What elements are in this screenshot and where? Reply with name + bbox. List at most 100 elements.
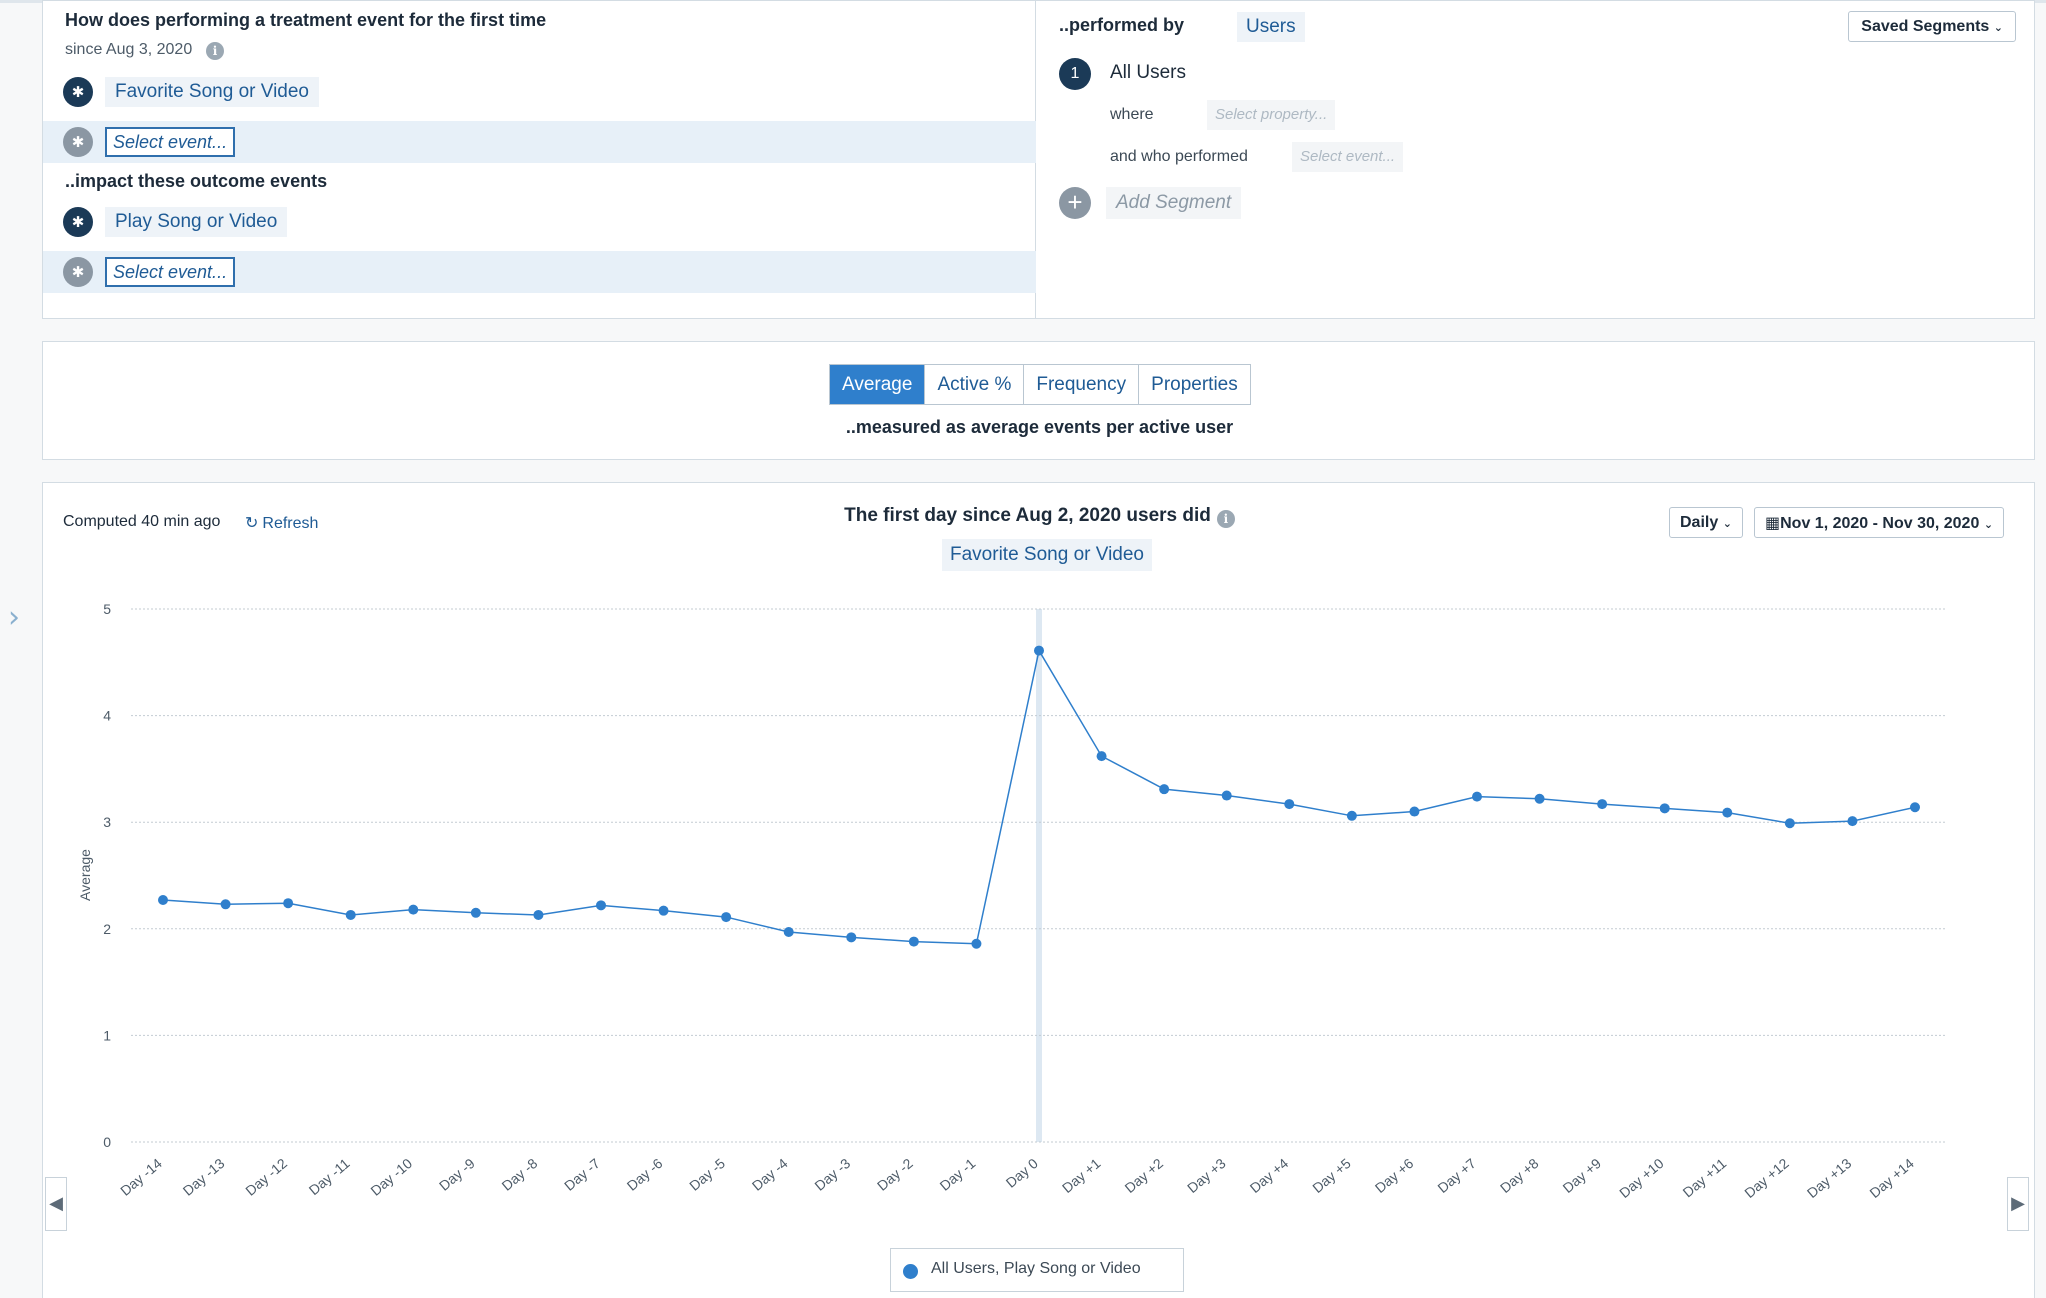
interval-label: Daily [1680, 514, 1719, 531]
expand-sidebar-icon[interactable]: › [8, 600, 20, 635]
users-selector[interactable]: Users [1237, 12, 1305, 42]
data-point [1409, 806, 1420, 817]
data-point [1096, 751, 1107, 762]
data-point [1784, 818, 1795, 829]
date-range-picker[interactable]: ▦Nov 1, 2020 - Nov 30, 2020 ⌄ [1754, 507, 2005, 538]
x-tick-label: Day +9 [1560, 1155, 1605, 1196]
refresh-button[interactable]: ↻ Refresh [245, 513, 318, 533]
refresh-icon: ↻ [245, 513, 259, 532]
events-column: How does performing a treatment event fo… [43, 1, 1036, 318]
scroll-right-button[interactable]: ▶ [2007, 1177, 2029, 1231]
saved-segments-button[interactable]: Saved Segments ⌄ [1848, 11, 2016, 42]
outcome-select-row: ✱ Select event... [43, 251, 1036, 293]
x-tick-label: Day +6 [1372, 1155, 1417, 1196]
since-date: since Aug 3, 2020 [65, 41, 193, 58]
day-zero-highlight [1036, 609, 1042, 1142]
tab-active-percent[interactable]: Active % [925, 365, 1025, 404]
x-tick-label: Day -10 [367, 1155, 415, 1199]
segment-name[interactable]: All Users [1110, 62, 1187, 83]
x-tick-label: Day +4 [1247, 1155, 1292, 1196]
x-tick-label: Day 0 [1003, 1155, 1041, 1191]
x-tick-label: Day +1 [1059, 1155, 1104, 1196]
data-point [658, 905, 669, 916]
chevron-down-icon: ⌄ [1722, 517, 1732, 530]
x-tick-label: Day -4 [749, 1155, 791, 1194]
asterisk-icon: ✱ [63, 257, 93, 287]
info-icon[interactable]: i [1216, 510, 1235, 528]
x-tick-label: Day +11 [1679, 1155, 1729, 1200]
date-range-label: Nov 1, 2020 - Nov 30, 2020 [1780, 515, 1980, 532]
refresh-label: Refresh [262, 515, 319, 532]
data-point [533, 909, 544, 920]
select-property-input[interactable]: Select property... [1207, 100, 1336, 130]
y-tick-label: 4 [103, 708, 111, 724]
outcome-heading: ..impact these outcome events [65, 171, 328, 191]
x-tick-label: Day +7 [1434, 1155, 1479, 1196]
query-panel: How does performing a treatment event fo… [42, 0, 2035, 319]
calendar-icon: ▦ [1765, 513, 1781, 532]
tab-frequency[interactable]: Frequency [1024, 365, 1140, 404]
asterisk-icon: ✱ [63, 127, 93, 157]
x-tick-label: Day -14 [117, 1155, 165, 1199]
chart-legend[interactable]: All Users, Play Song or Video [890, 1248, 1184, 1292]
treatment-select-row: ✱ Select event... [43, 121, 1036, 163]
interval-dropdown[interactable]: Daily ⌄ [1669, 507, 1743, 538]
data-point [596, 900, 606, 911]
x-tick-label: Day -2 [874, 1155, 916, 1194]
x-tick-label: Day +10 [1616, 1155, 1667, 1201]
select-treatment-event-input[interactable]: Select event... [105, 127, 236, 157]
where-label: where [1110, 106, 1154, 123]
info-icon[interactable]: i [206, 42, 224, 60]
performed-by-label: ..performed by [1059, 15, 1185, 35]
data-point [908, 936, 919, 947]
chart-title-text: The first day since Aug 2, 2020 users di… [844, 505, 1211, 526]
chart-title: The first day since Aug 2, 2020 users di… [43, 505, 2036, 528]
select-outcome-event-input[interactable]: Select event... [105, 257, 236, 287]
outcome-event-chip[interactable]: Play Song or Video [105, 207, 288, 237]
x-tick-label: Day +2 [1122, 1155, 1167, 1196]
x-tick-label: Day +14 [1866, 1155, 1917, 1201]
x-tick-label: Day +5 [1309, 1155, 1354, 1196]
arrow-left-icon: ◀ [49, 1193, 63, 1214]
outcome-event-row: ✱ Play Song or Video [43, 201, 1036, 243]
segment-number-badge: 1 [1059, 58, 1091, 90]
y-tick-label: 1 [103, 1027, 111, 1043]
data-point [1722, 807, 1733, 818]
chevron-down-icon: ⌄ [1993, 21, 2003, 34]
x-tick-label: Day -3 [811, 1155, 853, 1194]
asterisk-icon: ✱ [63, 77, 93, 107]
chart-title-event-chip[interactable]: Favorite Song or Video [942, 539, 1152, 571]
add-segment-button[interactable]: Add Segment [1106, 187, 1242, 219]
select-segment-event-input[interactable]: Select event... [1292, 142, 1404, 172]
data-point [846, 932, 857, 943]
data-point [1346, 810, 1357, 821]
treatment-event-chip[interactable]: Favorite Song or Video [105, 77, 319, 107]
data-point [1034, 645, 1044, 656]
x-tick-label: Day -11 [306, 1155, 353, 1198]
x-tick-label: Day -7 [561, 1155, 603, 1194]
chevron-down-icon: ⌄ [1983, 518, 1994, 531]
x-tick-label: Day +3 [1184, 1155, 1229, 1196]
legend-marker [903, 1264, 918, 1279]
x-tick-label: Day +13 [1804, 1155, 1855, 1201]
x-tick-label: Day +8 [1497, 1155, 1542, 1196]
treatment-heading: How does performing a treatment event fo… [65, 10, 547, 30]
data-point [1284, 799, 1295, 810]
data-point [1659, 803, 1670, 814]
data-point [1221, 790, 1232, 801]
x-tick-label: Day -9 [436, 1155, 478, 1194]
plus-icon[interactable]: + [1059, 187, 1091, 219]
scroll-left-button[interactable]: ◀ [45, 1177, 67, 1231]
x-tick-label: Day -8 [498, 1155, 540, 1194]
x-tick-label: Day -5 [686, 1155, 728, 1194]
data-point [721, 912, 732, 923]
data-point [158, 895, 168, 906]
computed-status: Computed 40 min ago [63, 513, 221, 530]
data-point [1910, 802, 1920, 813]
tab-properties[interactable]: Properties [1139, 365, 1250, 404]
chart-panel: 0 1 2 3 4 5 Average Day -14 Day -13 Day -12 Day -1… [42, 482, 2035, 1298]
tab-average[interactable]: Average [830, 365, 926, 404]
metric-tabs: Average Active % Frequency Properties [829, 364, 1251, 405]
data-point [220, 899, 231, 910]
data-point [1534, 793, 1545, 804]
